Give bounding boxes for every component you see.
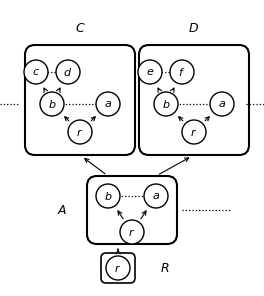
FancyBboxPatch shape <box>87 176 177 244</box>
Text: $A$: $A$ <box>57 204 67 216</box>
Circle shape <box>170 60 194 84</box>
FancyBboxPatch shape <box>101 253 135 283</box>
Text: $b$: $b$ <box>104 190 112 202</box>
Circle shape <box>138 60 162 84</box>
Circle shape <box>56 60 80 84</box>
Circle shape <box>40 92 64 116</box>
Text: $R$: $R$ <box>160 261 169 274</box>
Text: $b$: $b$ <box>48 98 56 110</box>
Circle shape <box>96 92 120 116</box>
FancyBboxPatch shape <box>139 45 249 155</box>
Text: $e$: $e$ <box>146 67 154 77</box>
Text: $r$: $r$ <box>114 263 122 274</box>
FancyBboxPatch shape <box>25 45 135 155</box>
Text: $r$: $r$ <box>190 126 197 138</box>
Text: $a$: $a$ <box>218 99 226 109</box>
Circle shape <box>96 184 120 208</box>
Text: $D$: $D$ <box>188 22 200 35</box>
Text: $b$: $b$ <box>162 98 170 110</box>
Text: $c$: $c$ <box>32 67 40 77</box>
Circle shape <box>182 120 206 144</box>
Text: $a$: $a$ <box>104 99 112 109</box>
Text: $C$: $C$ <box>75 22 85 35</box>
Text: $f$: $f$ <box>178 66 186 78</box>
Text: $d$: $d$ <box>63 66 73 78</box>
Circle shape <box>210 92 234 116</box>
Text: $r$: $r$ <box>128 226 136 237</box>
Circle shape <box>144 184 168 208</box>
Circle shape <box>24 60 48 84</box>
Circle shape <box>154 92 178 116</box>
Circle shape <box>120 220 144 244</box>
Text: $r$: $r$ <box>76 126 84 138</box>
Circle shape <box>68 120 92 144</box>
Circle shape <box>106 256 130 280</box>
Text: $a$: $a$ <box>152 191 160 201</box>
